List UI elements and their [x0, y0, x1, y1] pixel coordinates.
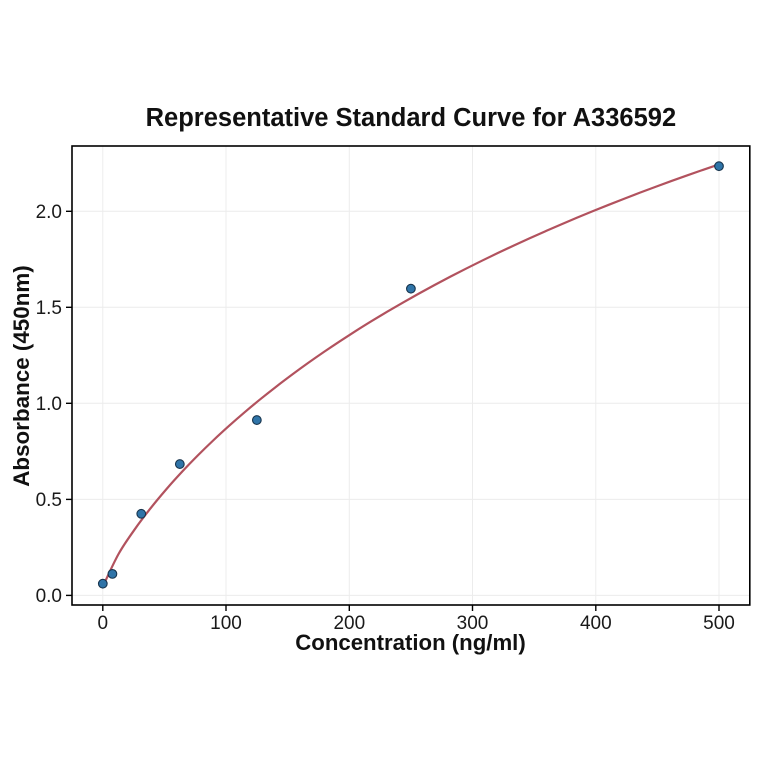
svg-text:0.0: 0.0 [36, 586, 62, 607]
svg-text:1.5: 1.5 [36, 298, 62, 319]
svg-text:300: 300 [457, 613, 489, 634]
svg-text:500: 500 [703, 613, 735, 634]
svg-text:200: 200 [333, 613, 365, 634]
svg-text:100: 100 [210, 613, 242, 634]
svg-text:0: 0 [98, 613, 109, 634]
svg-text:0.5: 0.5 [36, 490, 62, 511]
svg-text:2.0: 2.0 [36, 202, 62, 223]
svg-text:1.0: 1.0 [36, 394, 62, 415]
svg-text:400: 400 [580, 613, 612, 634]
